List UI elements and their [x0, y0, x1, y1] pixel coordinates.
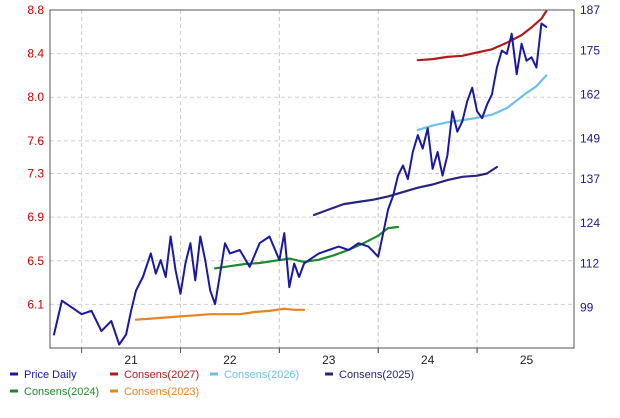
y-left-tick-label: 6.9 [27, 210, 44, 224]
y-right-tick-label: 112 [580, 257, 599, 271]
x-tick-label: 23 [322, 353, 336, 367]
plot-frame [49, 9, 575, 349]
x-tick-label: 24 [421, 353, 435, 367]
series-line-consens-2023 [134, 307, 306, 321]
y-right-tick-label: 99 [580, 300, 594, 314]
series-line-consens-2025 [312, 165, 498, 217]
x-tick-label: 21 [124, 353, 138, 367]
y-left-tick-label: 6.1 [27, 297, 44, 311]
y-left-tick-label: 8.4 [27, 47, 44, 61]
y-right-tick-label: 137 [580, 172, 600, 186]
y-left-tick-label: 6.5 [27, 254, 44, 268]
series-line-consens-2026 [416, 74, 548, 131]
y-left-tick-label: 7.3 [27, 167, 44, 181]
y-left-tick-label: 8.0 [27, 90, 44, 104]
x-tick-label: 22 [223, 353, 237, 367]
grid-lines [50, 9, 574, 348]
y-right-tick-label: 162 [580, 88, 600, 102]
y-right-tick-label: 187 [580, 3, 600, 17]
legend-label: Consens(2024) [24, 386, 99, 398]
legend: Price Daily Consens(2027) Consens(2026) Con… [10, 369, 414, 398]
y-left-tick-label: 7.6 [27, 134, 44, 148]
legend-label: Price Daily [24, 369, 77, 381]
y-right-tick-label: 175 [580, 44, 600, 58]
y-right-tick-label: 124 [580, 216, 600, 230]
legend-label: Consens(2023) [124, 386, 199, 398]
axis-ticks: 6.1 6.5 6.9 7.3 7.6 8.0 8.4 8.8 99 112 124 137 149 16… [27, 3, 600, 367]
legend-label: Consens(2025) [339, 369, 414, 381]
x-tick-label: 25 [520, 353, 534, 367]
legend-label: Consens(2026) [224, 369, 299, 381]
legend-label: Consens(2027) [124, 369, 199, 381]
series-lines [53, 10, 548, 346]
series-line-price-daily [53, 22, 548, 346]
series-line-consens-2027 [416, 10, 548, 62]
y-right-tick-label: 149 [580, 131, 600, 145]
y-left-tick-label: 8.8 [27, 3, 44, 17]
